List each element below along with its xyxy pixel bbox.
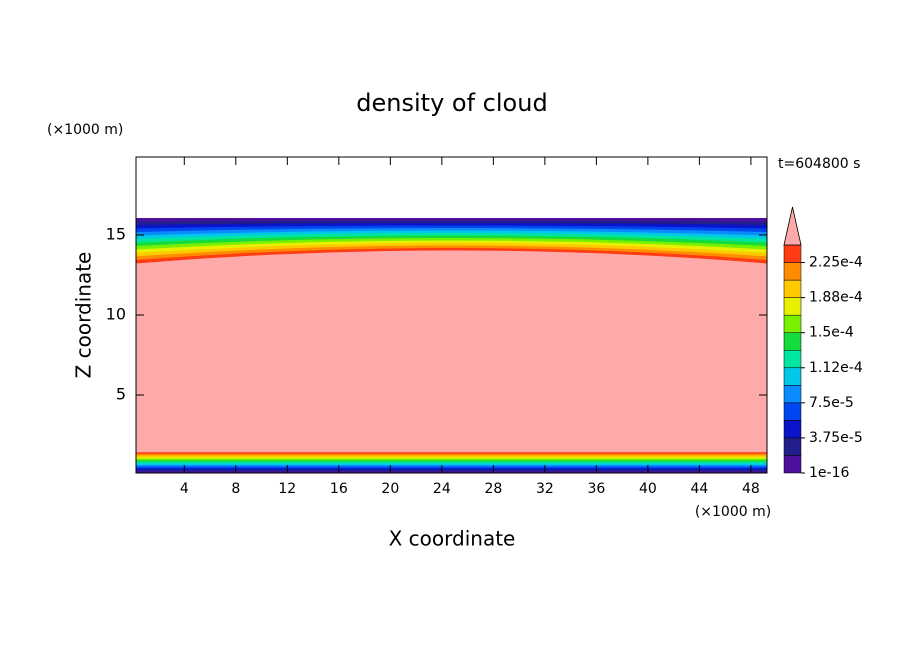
colorbar-band [783, 262, 802, 281]
x-tick-label: 36 [587, 481, 605, 497]
colorbar-band [783, 349, 802, 369]
colorbar-label: 1.88e-4 [809, 290, 863, 306]
x-tick-label: 28 [484, 481, 502, 497]
colorbar-label: 1e-16 [809, 465, 849, 481]
x-tick-label: 24 [433, 481, 451, 497]
time-label: t=604800 s [778, 156, 860, 172]
x-tick-label: 4 [180, 481, 189, 497]
colorbar-band [783, 314, 802, 333]
colorbar-band [783, 402, 802, 421]
contour-band [136, 250, 767, 453]
x-tick-label: 8 [231, 481, 240, 497]
x-tick-label: 20 [381, 481, 399, 497]
x-unit: (×1000 m) [695, 504, 771, 520]
y-tick-label: 5 [116, 385, 126, 404]
x-tick-label: 44 [690, 481, 708, 497]
x-tick-label: 16 [330, 481, 348, 497]
x-tick-label: 48 [742, 481, 760, 497]
colorbar-band [783, 437, 802, 456]
colorbar-band [783, 367, 802, 386]
chart-title: density of cloud [356, 89, 547, 117]
colorbar-label: 2.25e-4 [809, 255, 863, 271]
contour-field [136, 218, 767, 473]
x-tick-label: 32 [536, 481, 554, 497]
colorbar-label: 3.75e-5 [809, 430, 863, 446]
colorbar-band [783, 297, 802, 316]
colorbar-band [783, 420, 802, 439]
colorbar-band [783, 385, 802, 404]
colorbar-label: 1.12e-4 [809, 360, 863, 376]
colorbar-overflow [783, 206, 802, 246]
y-tick-label: 10 [106, 305, 126, 324]
colorbar-band [783, 244, 802, 263]
colorbar-band [783, 332, 802, 351]
colorbar-band [783, 279, 802, 298]
y-unit: (×1000 m) [47, 122, 123, 138]
colorbar-band [783, 455, 802, 474]
colorbar-label: 1.5e-4 [809, 325, 854, 341]
y-tick-label: 15 [106, 225, 126, 244]
x-axis-label: X coordinate [389, 527, 516, 551]
x-tick-label: 40 [639, 481, 657, 497]
y-axis-label: Z coordinate [72, 252, 96, 379]
x-tick-label: 12 [278, 481, 296, 497]
colorbar-label: 7.5e-5 [809, 395, 854, 411]
